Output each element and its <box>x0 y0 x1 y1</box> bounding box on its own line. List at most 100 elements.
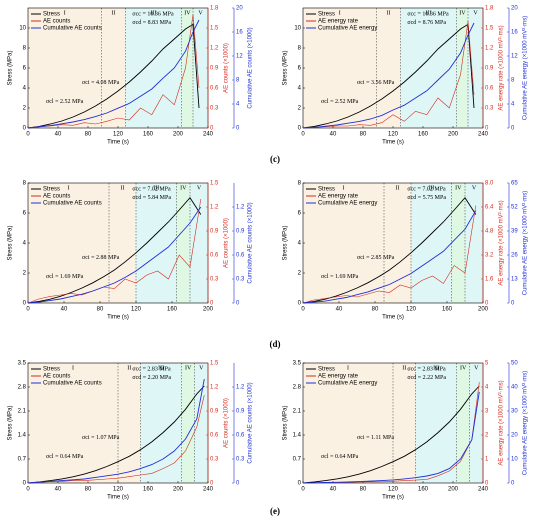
x-tick-label: 40 <box>55 132 62 138</box>
annotation: σcc = 7.02 MPa <box>132 186 171 192</box>
y3-tick-label: 26 <box>511 253 518 259</box>
annotation: σci = 4.08 MPa <box>82 80 120 86</box>
x-axis-label: Time (s) <box>382 140 404 146</box>
stage-region <box>136 183 177 303</box>
y2-tick-label: 1.2 <box>210 46 219 52</box>
stage-label: V <box>199 365 204 371</box>
y-tick-label: 6 <box>23 66 27 72</box>
x-tick-label: 240 <box>478 132 489 138</box>
y3-tick-label: 8 <box>236 78 240 84</box>
y3-tick-label: 0 <box>511 126 515 132</box>
annotation: σcd = 2.22 MPa <box>407 375 446 381</box>
y-tick-label: 8 <box>23 181 27 187</box>
y2-tick-label: 6.4 <box>485 205 494 211</box>
series-line <box>27 378 205 484</box>
stage-region <box>140 363 182 483</box>
stage-label: III <box>433 365 439 371</box>
y-tick-label: 0.7 <box>293 457 302 463</box>
stage-region <box>411 183 452 303</box>
legend-label: Stress <box>43 187 60 193</box>
y-axis-label: Stress (MPa) <box>8 405 14 440</box>
stage-region <box>181 8 193 128</box>
stage-region <box>451 183 465 303</box>
x-tick-label: 0 <box>301 487 305 493</box>
y2-tick-label: 1.8 <box>485 6 494 12</box>
y3-tick-label: 0.3 <box>236 457 245 463</box>
x-axis-label: Time (s) <box>107 140 129 146</box>
y3-tick-label: 52 <box>511 205 518 211</box>
y3-tick-label: 40 <box>511 385 518 391</box>
annotation: σcl = 2.52 MPa <box>321 99 359 105</box>
x-tick-label: 0 <box>26 132 30 138</box>
y3-axis-label: Cumulative AE energy (×1000 mV²·ms) <box>523 191 529 296</box>
y3-axis-label: Cumulative AE energy (×1000 mV²·ms) <box>523 371 529 476</box>
x-tick-label: 0 <box>26 487 30 493</box>
series-line <box>27 198 202 304</box>
y2-tick-label: 4.8 <box>485 229 494 235</box>
x-tick-label: 80 <box>360 487 367 493</box>
y3-tick-label: 0.6 <box>236 253 245 259</box>
chart: I II III IV V0 40 80 120 160 200 240024681000.30.6… <box>8 6 254 146</box>
stage-label: I <box>64 10 66 16</box>
x-tick-label: 120 <box>388 132 399 138</box>
y3-axis-label: Cumulative AE counts (×1000) <box>248 202 254 283</box>
stage-label: IV <box>185 365 192 371</box>
stage-region <box>384 183 411 303</box>
y2-tick-label: 0.6 <box>210 86 219 92</box>
y2-tick-label: 0.6 <box>210 253 219 259</box>
y-tick-label: 1.4 <box>18 433 27 439</box>
y2-tick-label: 1.5 <box>485 26 494 32</box>
stage-region <box>181 363 195 483</box>
x-tick-label: 80 <box>97 307 104 313</box>
x-tick-label: 120 <box>131 307 142 313</box>
y-axis-label: Stress (MPa) <box>283 405 289 440</box>
y3-tick-label: 4 <box>236 102 240 108</box>
y-tick-label: 0 <box>298 481 302 487</box>
y3-tick-label: 50 <box>511 361 518 367</box>
y-tick-label: 3.5 <box>293 361 302 367</box>
y3-tick-label: 20 <box>511 6 518 12</box>
annotation: σci = 1.11 MPa <box>357 435 394 441</box>
stage-region <box>193 8 208 128</box>
y3-tick-label: 65 <box>511 181 518 187</box>
stage-label: II <box>396 185 400 191</box>
stage-region <box>456 363 470 483</box>
x-tick-label: 160 <box>418 487 429 493</box>
x-tick-label: 0 <box>301 307 305 313</box>
y-tick-label: 4 <box>23 241 27 247</box>
y-tick-label: 2.1 <box>293 409 302 415</box>
stage-label: I <box>68 185 70 191</box>
y-tick-label: 4 <box>298 241 302 247</box>
legend-label: Stress <box>43 12 60 18</box>
y3-tick-label: 1.2 <box>236 385 245 391</box>
y-tick-label: 0 <box>23 301 27 307</box>
y3-tick-label: 1.2 <box>236 205 245 211</box>
stage-label: II <box>121 185 125 191</box>
y2-tick-label: 0 <box>485 126 489 132</box>
chart: I II III IV V0 40 80 120 160 200 24000.71.42.12.83… <box>283 361 529 501</box>
y2-tick-label: 0 <box>210 481 214 487</box>
annotation: σci = 2.85 MPa <box>357 255 395 261</box>
stage-label: IV <box>455 185 462 191</box>
y2-tick-label: 0 <box>485 301 489 307</box>
y3-axis-label: Cumulative AE energy (×1000 mV²·ms) <box>523 16 529 121</box>
stage-label: II <box>127 365 131 371</box>
x-tick-label: 80 <box>85 132 92 138</box>
y3-tick-label: 12 <box>236 54 243 60</box>
legend-label: Cumulative AE counts <box>43 201 102 207</box>
annotation: σci = 3.56 MPa <box>357 80 395 86</box>
annotation: σcl = 1.69 MPa <box>46 274 84 280</box>
y-axis-label: Stress (MPa) <box>8 50 14 85</box>
stage-label: IV <box>180 185 187 191</box>
y2-axis-label: AE energy rate (×1000 mV²·ms) <box>499 25 505 110</box>
y2-tick-label: 0.9 <box>210 229 219 235</box>
y2-axis-label: AE counts (×1000) <box>224 218 230 268</box>
stage-label: I <box>72 365 74 371</box>
legend-label: Cumulative AE counts <box>43 26 102 32</box>
annotation: σcl = 0.64 MPa <box>46 454 84 460</box>
x-tick-label: 0 <box>301 132 305 138</box>
y-axis-label: Stress (MPa) <box>283 50 289 85</box>
annotation: σcd = 2.20 MPa <box>132 375 171 381</box>
y-tick-label: 10 <box>19 26 26 32</box>
y-tick-label: 2 <box>23 271 27 277</box>
